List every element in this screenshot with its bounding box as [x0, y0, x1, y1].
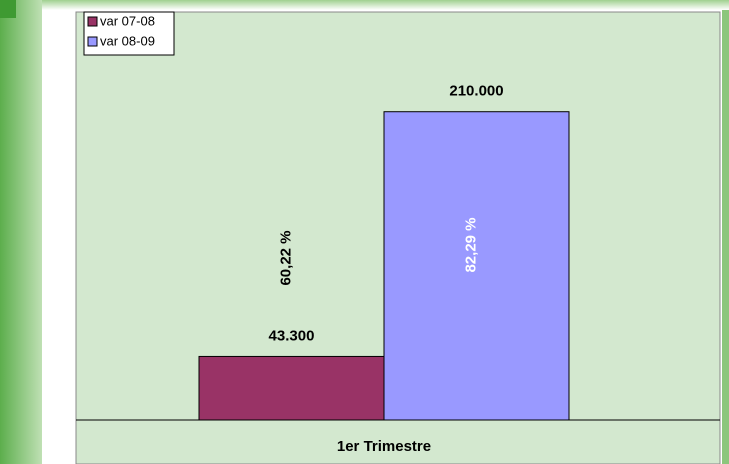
top-stripe	[0, 0, 729, 10]
bar	[383, 111, 570, 421]
legend-label: var 08-09	[100, 33, 155, 48]
legend-box	[83, 11, 175, 56]
legend: var 07-08 var 08-09	[83, 11, 175, 56]
x-tick-label: 1er Trimestre	[337, 438, 431, 455]
annotation: 60,22 %	[277, 230, 294, 285]
legend-label: var 07-08	[100, 13, 155, 28]
legend-swatch	[87, 16, 98, 27]
corner	[0, 0, 16, 18]
left-stripe	[0, 0, 42, 464]
data-label: 43.300	[269, 327, 315, 344]
right-stripe	[722, 10, 729, 464]
bar	[198, 355, 385, 421]
data-label: 210.000	[449, 83, 503, 100]
marks: 43.300 60,22 % 210.000 82,29 %	[198, 83, 570, 421]
annotation: 82,29 %	[462, 217, 479, 272]
legend-swatch	[87, 36, 98, 47]
